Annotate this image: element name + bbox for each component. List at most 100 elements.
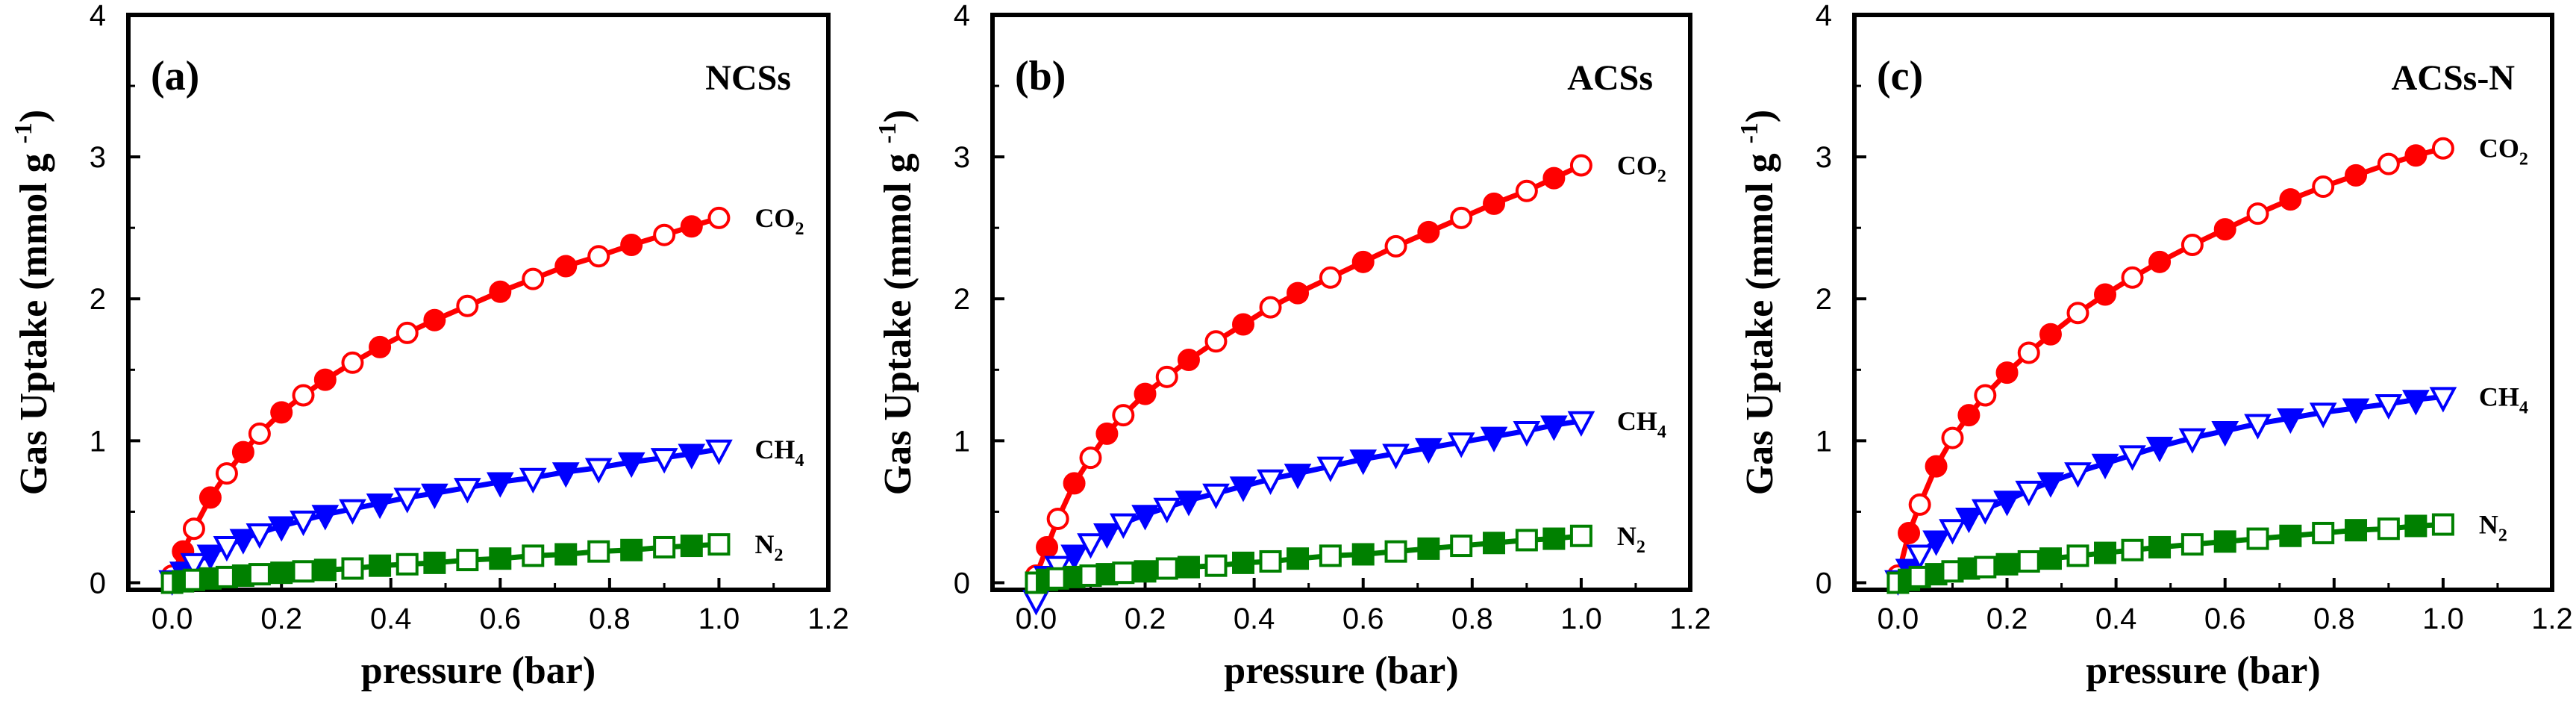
y-tick-label: 2 bbox=[1816, 283, 1832, 316]
data-point bbox=[292, 384, 315, 407]
data-point bbox=[551, 462, 580, 488]
series-n2: N2 bbox=[1886, 510, 2507, 594]
x-tick-label: 1.2 bbox=[807, 603, 849, 635]
x-axis-title: pressure (bar) bbox=[2086, 650, 2320, 692]
data-point bbox=[246, 523, 274, 549]
series-label: CH4 bbox=[1617, 406, 1666, 442]
series-line bbox=[169, 215, 720, 577]
data-point bbox=[678, 443, 706, 470]
data-point bbox=[2036, 472, 2065, 498]
panel-label: (c) bbox=[1877, 53, 1923, 99]
series-ch4: CH4 bbox=[158, 435, 804, 596]
data-point bbox=[1259, 296, 1282, 319]
x-tick-label: 0.2 bbox=[1986, 603, 2028, 635]
data-point bbox=[341, 557, 364, 580]
x-tick-label: 0.8 bbox=[589, 603, 631, 635]
data-point bbox=[369, 335, 392, 358]
data-point bbox=[1229, 476, 1257, 502]
x-tick-label: 0.8 bbox=[2313, 603, 2355, 635]
data-point bbox=[1177, 555, 1200, 579]
data-point bbox=[421, 483, 448, 509]
data-point bbox=[270, 561, 293, 585]
data-point bbox=[1906, 544, 1934, 570]
data-point bbox=[1513, 421, 1541, 447]
data-point bbox=[522, 267, 545, 290]
data-point bbox=[2094, 283, 2117, 306]
data-point bbox=[2148, 535, 2172, 558]
data-point bbox=[1319, 544, 1342, 567]
data-point bbox=[1153, 497, 1181, 523]
data-point bbox=[248, 563, 271, 586]
panel-3: 0.0 0.2 0.4 0.6 0.8 1.0 1.2 0 1 2 3 4 pressure (bar)… bbox=[1736, 0, 2573, 692]
data-point bbox=[1155, 557, 1178, 580]
y-tick-label: 3 bbox=[954, 141, 970, 174]
x-axis-title: pressure (bar) bbox=[1224, 650, 1458, 692]
data-point bbox=[522, 544, 545, 567]
data-point bbox=[292, 560, 315, 583]
data-point bbox=[1542, 166, 1566, 190]
data-point bbox=[1515, 529, 1538, 552]
data-point bbox=[1284, 464, 1312, 490]
data-point bbox=[396, 552, 419, 576]
data-point bbox=[519, 467, 547, 494]
data-point bbox=[2039, 323, 2062, 346]
data-point bbox=[456, 549, 479, 572]
x-tick-label: 0.8 bbox=[1451, 603, 1493, 635]
plot-frame bbox=[126, 13, 831, 592]
sample-label: ACSs bbox=[1567, 58, 1653, 98]
y-tick-label: 3 bbox=[90, 141, 106, 174]
series-co2: CO2 bbox=[1025, 151, 1666, 587]
data-point bbox=[1112, 561, 1135, 585]
data-point bbox=[1415, 438, 1442, 464]
x-tick-label: 0.4 bbox=[370, 603, 412, 635]
data-point bbox=[2119, 445, 2146, 471]
data-point bbox=[423, 551, 446, 574]
data-point bbox=[2017, 549, 2040, 573]
data-point bbox=[1417, 537, 1440, 560]
data-point bbox=[2121, 266, 2144, 289]
series-label: CH4 bbox=[754, 435, 804, 470]
series-n2: N2 bbox=[1025, 521, 1645, 594]
y-tick-label: 2 bbox=[954, 283, 970, 316]
y-axis-title: Gas Uptake (mmol g -1) bbox=[874, 110, 919, 496]
data-point bbox=[554, 543, 578, 566]
data-point bbox=[423, 308, 446, 331]
data-point bbox=[454, 478, 481, 504]
data-point bbox=[1077, 533, 1104, 559]
data-point bbox=[1450, 535, 1473, 558]
data-point bbox=[1382, 443, 1410, 470]
data-point bbox=[680, 215, 703, 238]
data-point bbox=[2148, 250, 2172, 273]
data-point bbox=[1177, 349, 1200, 371]
data-point bbox=[2064, 462, 2092, 488]
x-tick-label: 1.0 bbox=[698, 603, 740, 635]
x-tick-label: 1.0 bbox=[1560, 603, 1602, 635]
data-point bbox=[1036, 535, 1059, 558]
data-point bbox=[1131, 505, 1159, 531]
data-point bbox=[1384, 540, 1407, 563]
data-point bbox=[2066, 302, 2089, 325]
data-point bbox=[1971, 499, 1999, 525]
sample-label: ACSs-N bbox=[2392, 58, 2516, 98]
data-point bbox=[489, 280, 512, 303]
data-point bbox=[1974, 555, 1997, 579]
data-point bbox=[339, 499, 366, 525]
data-point bbox=[1351, 250, 1375, 273]
series-co2: CO2 bbox=[1886, 134, 2528, 587]
data-point bbox=[2180, 533, 2204, 556]
data-point bbox=[267, 516, 296, 542]
data-point bbox=[2345, 519, 2368, 542]
x-tick-label: 0.0 bbox=[1878, 603, 1919, 635]
data-point bbox=[2429, 387, 2457, 413]
data-point bbox=[1540, 415, 1568, 441]
data-point bbox=[2246, 202, 2269, 225]
data-point bbox=[705, 439, 733, 466]
data-point bbox=[1134, 382, 1157, 405]
data-point bbox=[2345, 164, 2368, 187]
series-label: CO2 bbox=[1617, 151, 1666, 187]
x-tick-label: 0.4 bbox=[2095, 603, 2137, 635]
data-point bbox=[2180, 234, 2204, 256]
y-axis-title: Gas Uptake (mmol g -1) bbox=[1736, 110, 1781, 496]
data-point bbox=[1046, 507, 1069, 530]
data-point bbox=[707, 533, 731, 556]
